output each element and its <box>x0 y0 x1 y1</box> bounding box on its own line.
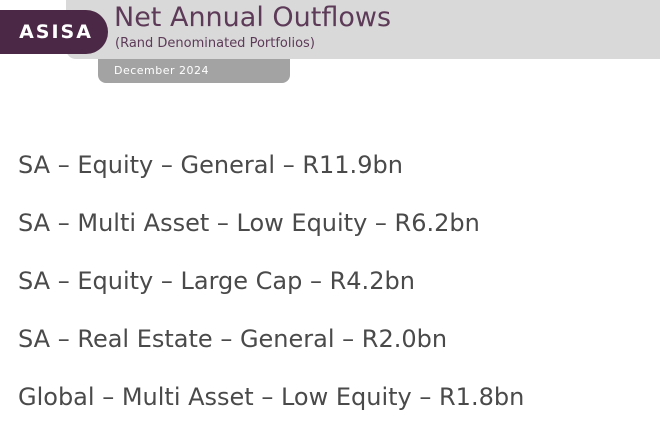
outflow-item: SA – Equity – General – R11.9bn <box>18 151 403 179</box>
header-band <box>66 0 660 59</box>
page-title: Net Annual Outflows <box>114 2 392 33</box>
page-subtitle: (Rand Denominated Portfolios) <box>115 36 315 51</box>
report-date: December 2024 <box>114 64 210 77</box>
logo-text: ASISA <box>19 21 93 43</box>
outflow-item: SA – Real Estate – General – R2.0bn <box>18 325 448 353</box>
outflow-list: SA – Equity – General – R11.9bn SA – Mul… <box>18 150 524 440</box>
outflow-item: SA – Multi Asset – Low Equity – R6.2bn <box>18 209 480 237</box>
outflow-item: Global – Multi Asset – Low Equity – R1.8… <box>18 383 525 411</box>
date-band: December 2024 <box>98 59 290 83</box>
asisa-logo: ASISA <box>0 10 108 54</box>
outflow-item: SA – Equity – Large Cap – R4.2bn <box>18 267 415 295</box>
